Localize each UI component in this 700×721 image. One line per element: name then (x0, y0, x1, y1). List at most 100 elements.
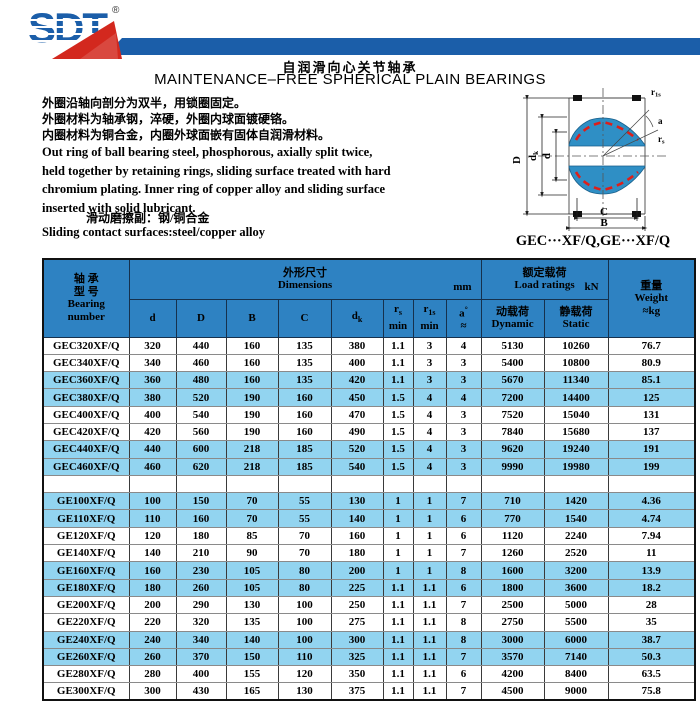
dim-label-d: d (541, 153, 553, 159)
value-cell: 260 (175, 578, 227, 597)
value-cell: 1.1 (412, 682, 447, 701)
value-cell: 4 (445, 336, 482, 355)
col-header-dk: dk (330, 298, 384, 338)
value-cell: 560 (175, 422, 227, 442)
value-cell: 430 (175, 682, 227, 701)
value-cell: 100 (277, 595, 332, 615)
value-cell: 100 (277, 613, 332, 632)
weight-header-zh: 重量 (640, 279, 663, 292)
value-cell: 3000 (480, 630, 545, 649)
load-unit: kN (584, 281, 599, 293)
value-cell: 130 (330, 492, 384, 511)
value-cell: 1.1 (382, 613, 414, 632)
value-cell: 1 (382, 492, 414, 511)
table-row: GEC360XF/Q 360 480 160 135 420 1.1 3 3 5670 11340 8… (42, 371, 696, 390)
bearing-number-cell: GEC440XF/Q (42, 440, 130, 459)
dim-label-dk: dk (527, 151, 540, 161)
dim-label-a: a (658, 116, 663, 126)
value-cell (412, 474, 447, 494)
value-cell: 190 (225, 388, 279, 407)
value-cell: 2500 (480, 595, 545, 615)
bearing-number-cell: GEC400XF/Q (42, 405, 130, 424)
value-cell: 7.94 (607, 526, 696, 546)
value-cell: 225 (330, 578, 384, 597)
value-cell: 70 (277, 544, 332, 563)
value-cell: 200 (330, 561, 384, 580)
value-cell: 1 (412, 526, 447, 546)
bearing-number-cell: GE200XF/Q (42, 595, 130, 615)
value-cell: 130 (225, 595, 279, 615)
value-cell: 137 (607, 422, 696, 442)
value-cell: 1120 (480, 526, 545, 546)
col-header-rs-min: rs min (382, 298, 414, 338)
description-zh-line: 外圈沿轴向剖分为双半，用锁圈固定。 (42, 96, 247, 110)
value-cell: 218 (225, 457, 279, 476)
value-cell: 199 (607, 457, 696, 476)
table-row: GE100XF/Q 100 150 70 55 130 1 1 7 710 1420 4.36 (42, 492, 696, 511)
table-row: GE240XF/Q 240 340 140 100 300 1.1 1.1 8 3000 6000 3… (42, 630, 696, 649)
value-cell: 3 (412, 336, 447, 355)
table-row: GEC420XF/Q 420 560 190 160 490 1.5 4 3 7840 15680 1… (42, 422, 696, 442)
value-cell: 9620 (480, 440, 545, 459)
value-cell: 135 (225, 613, 279, 632)
table-row: GEC440XF/Q 440 600 218 185 520 1.5 4 3 9620 19240 1… (42, 440, 696, 459)
logo-stripe (28, 26, 112, 28)
description-zh: 外圈沿轴向剖分为双半，用锁圈固定。 外圈材料为轴承钢，淬硬，外圈内球面镀硬铬。 … (42, 95, 330, 143)
value-cell: 450 (330, 388, 384, 407)
value-cell: 1 (382, 526, 414, 546)
value-cell: 9000 (543, 682, 609, 701)
value-cell: 70 (277, 526, 332, 546)
value-cell: 180 (330, 544, 384, 563)
registered-trademark-icon: ® (112, 5, 120, 16)
value-cell: 3 (445, 353, 482, 373)
value-cell: 3 (445, 405, 482, 424)
value-cell: 2750 (480, 613, 545, 632)
table-row: GE180XF/Q 180 260 105 80 225 1.1 1.1 6 1800 3600 18… (42, 578, 696, 597)
value-cell: 80.9 (607, 353, 696, 373)
value-cell: 8400 (543, 665, 609, 684)
value-cell: 3 (412, 371, 447, 390)
value-cell: 470 (330, 405, 384, 424)
value-cell: 160 (277, 422, 332, 442)
bearing-number-cell: GEC320XF/Q (42, 336, 130, 355)
value-cell: 8 (445, 561, 482, 580)
value-cell: 290 (175, 595, 227, 615)
load-header-zh: 额定载荷 (522, 266, 567, 279)
value-cell: 15680 (543, 422, 609, 442)
table-row: GEC340XF/Q 340 460 160 135 400 1.1 3 3 5400 10800 8… (42, 353, 696, 373)
value-cell: 150 (175, 492, 227, 511)
angle-leader-lines (602, 109, 659, 157)
value-cell: 70 (225, 509, 279, 528)
table-row: GE140XF/Q 140 210 90 70 180 1 1 7 1260 2520 11 (42, 544, 696, 563)
value-cell: 7 (445, 647, 482, 667)
value-cell: 440 (175, 336, 227, 355)
bearing-number-cell: GE160XF/Q (42, 561, 130, 580)
dimensions-header-en: Dimensions (277, 279, 333, 292)
value-cell: 191 (607, 440, 696, 459)
value-cell: 460 (128, 457, 177, 476)
value-cell: 3200 (543, 561, 609, 580)
table-row (42, 474, 696, 494)
bearing-number-cell: GE120XF/Q (42, 526, 130, 546)
dim-label-C: C (600, 206, 608, 218)
value-cell: 4.36 (607, 492, 696, 511)
value-cell: 400 (175, 665, 227, 684)
value-cell: 110 (128, 509, 177, 528)
bearing-header-en: number (67, 310, 105, 323)
value-cell: 38.7 (607, 630, 696, 649)
value-cell: 3 (445, 457, 482, 476)
value-cell: 10800 (543, 353, 609, 373)
dimensions-unit: mm (453, 281, 472, 293)
sdt-logo: SDT ® (28, 5, 148, 59)
value-cell: 490 (330, 422, 384, 442)
value-cell: 6 (445, 578, 482, 597)
value-cell: 1540 (543, 509, 609, 528)
value-cell: 1.1 (412, 630, 447, 649)
value-cell: 140 (225, 630, 279, 649)
value-cell: 14400 (543, 388, 609, 407)
value-cell: 300 (128, 682, 177, 701)
solid-lubricant-layer (574, 171, 639, 192)
value-cell: 80 (277, 578, 332, 597)
value-cell: 1.1 (382, 665, 414, 684)
value-cell: 1 (412, 492, 447, 511)
